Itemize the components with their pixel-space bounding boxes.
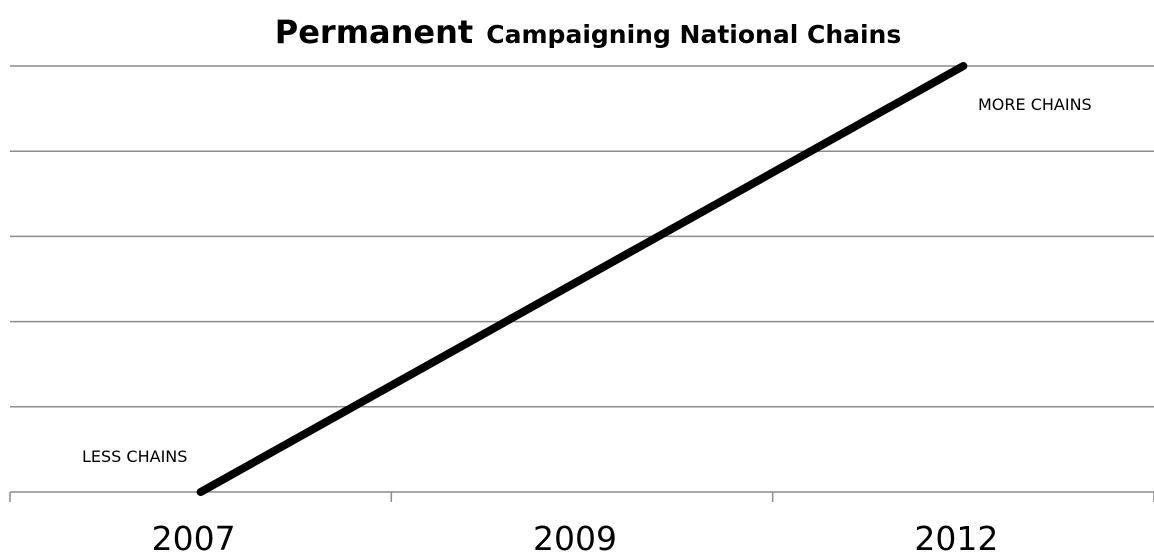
annotation-more-chains: MORE CHAINS — [978, 95, 1092, 114]
chart-title: Permanent Campaigning National Chains — [275, 13, 902, 51]
series-line — [196, 62, 968, 496]
x-tick-label: 2007 — [152, 519, 236, 557]
chart-title-main: Permanent — [275, 13, 473, 51]
grid-lines — [10, 65, 1154, 408]
chart-title-sub: Campaigning National Chains — [486, 20, 901, 49]
x-axis: 2007 2009 2012 — [9, 491, 1154, 557]
series-layer — [196, 62, 968, 496]
annotation-less-chains: LESS CHAINS — [82, 447, 187, 466]
x-tick-label: 2009 — [533, 519, 617, 557]
x-tick-label: 2012 — [914, 519, 998, 557]
